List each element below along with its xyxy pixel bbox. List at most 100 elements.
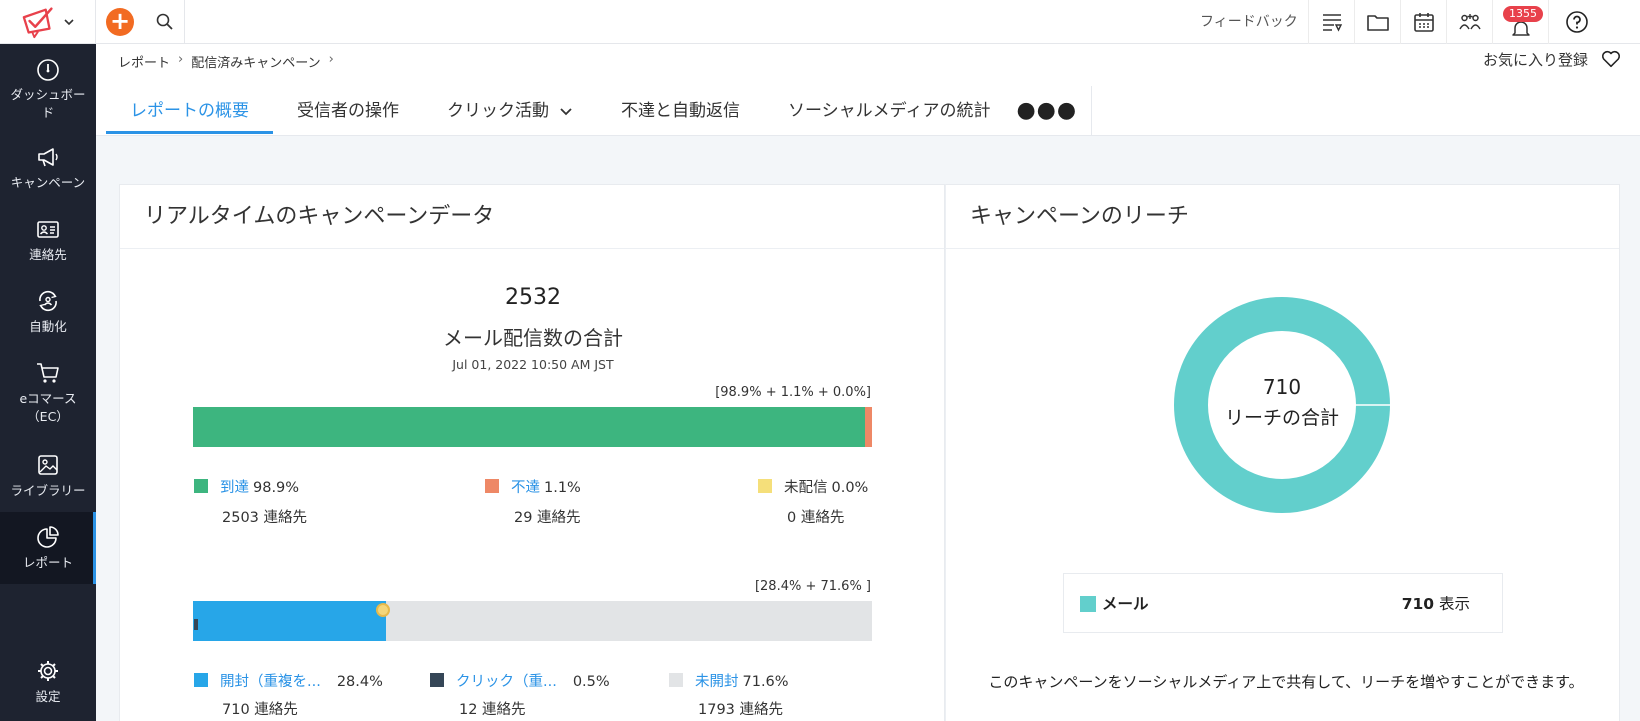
delivered-link[interactable]: 到達 bbox=[220, 480, 249, 496]
list-filter-icon bbox=[1322, 14, 1342, 32]
image-library-icon bbox=[38, 455, 58, 475]
legend-swatch bbox=[485, 479, 499, 493]
legend-opened: 開封（重複を... 28.4% bbox=[194, 670, 383, 691]
search-icon[interactable] bbox=[154, 11, 176, 33]
tab-click-activity[interactable]: クリック活動 bbox=[423, 86, 597, 136]
sidebar-item-label: ライブラリー bbox=[10, 483, 86, 498]
calendar-button[interactable] bbox=[1400, 0, 1446, 44]
breadcrumb-sent-campaigns[interactable]: 配信済みキャンペーン bbox=[191, 56, 321, 71]
opened-segment[interactable] bbox=[193, 601, 386, 641]
share-hint: このキャンペーンをソーシャルメディア上で共有して、リーチを増やすことができます。 bbox=[988, 673, 1584, 691]
bell-icon bbox=[1511, 21, 1530, 36]
bounced-segment[interactable] bbox=[864, 407, 872, 447]
campaign-reach-card: キャンペーンのリーチ 710 リーチの合計 メール 710 表示 このキャンペー… bbox=[945, 184, 1620, 721]
sidebar-item-library[interactable]: ライブラリー bbox=[0, 452, 96, 502]
sidebar-item-label: キャンペーン bbox=[10, 175, 86, 190]
tab-social-media-stats[interactable]: ソーシャルメディアの統計 bbox=[764, 86, 1002, 136]
favorite-button[interactable]: お気に入り登録 bbox=[1483, 48, 1622, 70]
sidebar-item-label: 設定 bbox=[35, 689, 61, 704]
sidebar-item-automation[interactable]: 自動化 bbox=[0, 288, 96, 338]
sidebar-item-campaigns[interactable]: キャンペーン bbox=[0, 144, 96, 194]
opened-link[interactable]: 開封（重複を... bbox=[220, 674, 321, 690]
opened-percent: 28.4% bbox=[336, 674, 383, 690]
sidebar-item-dashboard[interactable]: ダッシュボード bbox=[0, 56, 96, 126]
minus-circle-icon bbox=[375, 603, 390, 617]
open-bar bbox=[193, 601, 872, 641]
tab-report-overview[interactable]: レポートの概要 bbox=[106, 86, 273, 136]
chevron-down-icon bbox=[63, 18, 74, 25]
card-title: キャンペーンのリーチ bbox=[946, 185, 1619, 249]
more-tabs-button[interactable]: ●●● bbox=[1002, 86, 1093, 136]
delivered-contacts: 2503 連絡先 bbox=[222, 510, 308, 526]
sidebar-item-label: レポート bbox=[22, 555, 73, 570]
tab-label: ソーシャルメディアの統計 bbox=[788, 101, 991, 121]
reach-channel-name: メール bbox=[1102, 595, 1149, 613]
folder-icon bbox=[1366, 15, 1389, 31]
legend-unopened: 未開封 71.6% bbox=[669, 670, 789, 691]
unopened-segment[interactable] bbox=[385, 601, 872, 641]
reach-legend: メール 710 表示 bbox=[1063, 573, 1503, 633]
gauge-icon bbox=[37, 59, 59, 81]
clicked-link[interactable]: クリック（重... bbox=[456, 674, 557, 690]
legend-swatch bbox=[1080, 596, 1096, 612]
sidebar-item-contacts[interactable]: 連絡先 bbox=[0, 216, 96, 266]
bounced-percent: 1.1% bbox=[544, 480, 581, 496]
not-sent-percent: 0.0% bbox=[831, 480, 869, 496]
not-sent-label: 未配信 bbox=[784, 480, 828, 496]
heart-icon bbox=[1601, 50, 1621, 68]
reach-total-value: 710 bbox=[1262, 375, 1302, 399]
sidebar-item-ecommerce[interactable]: eコマース（EC） bbox=[0, 360, 96, 430]
help-icon bbox=[1565, 11, 1588, 33]
bounced-contacts: 29 連絡先 bbox=[514, 510, 581, 526]
sidebar-item-label: 連絡先 bbox=[29, 247, 67, 262]
report-tabs: レポートの概要 受信者の操作 クリック活動 不達と自動返信 ソーシャルメディアの… bbox=[106, 86, 1093, 136]
sidebar-item-label: 自動化 bbox=[29, 319, 67, 334]
notifications-button[interactable]: 1355 bbox=[1492, 0, 1548, 44]
tab-recipient-actions[interactable]: 受信者の操作 bbox=[273, 86, 423, 136]
unopened-contacts: 1793 連絡先 bbox=[698, 702, 784, 718]
total-sent-value: 2532 bbox=[505, 285, 561, 310]
calendar-icon bbox=[1413, 13, 1434, 32]
opened-contacts: 710 連絡先 bbox=[222, 702, 298, 718]
open-percent-note: [28.4% + 71.6% ] bbox=[754, 579, 871, 594]
tab-label: クリック活動 bbox=[447, 101, 549, 121]
report-date: Jul 01, 2022 10:50 AM JST bbox=[452, 357, 614, 372]
list-filter-button[interactable] bbox=[1308, 0, 1354, 44]
chevron-right-icon: › bbox=[328, 52, 334, 67]
reach-donut-chart[interactable] bbox=[1174, 297, 1390, 513]
reach-value-unit: 表示 bbox=[1438, 595, 1470, 613]
delivery-bar bbox=[193, 407, 872, 447]
realtime-campaign-card: リアルタイムのキャンペーンデータ 2532 メール配信数の合計 Jul 01, … bbox=[119, 184, 945, 721]
divider bbox=[184, 0, 185, 44]
unopened-link[interactable]: 未開封 bbox=[695, 674, 739, 690]
contact-card-icon bbox=[37, 221, 59, 238]
delivered-segment[interactable] bbox=[193, 407, 865, 447]
legend-swatch bbox=[669, 673, 683, 687]
favorite-label: お気に入り登録 bbox=[1482, 50, 1588, 69]
users-button[interactable] bbox=[1446, 0, 1492, 44]
sidebar: ダッシュボード キャンペーン 連絡先 自動化 eコマース（EC） ライブラリー … bbox=[0, 0, 96, 721]
folder-button[interactable] bbox=[1354, 0, 1400, 44]
sidebar-item-settings[interactable]: 設定 bbox=[0, 658, 96, 708]
help-button[interactable] bbox=[1548, 0, 1604, 44]
notification-badge: 1355 bbox=[1503, 6, 1543, 22]
sidebar-item-label: eコマース（EC） bbox=[19, 391, 77, 424]
megaphone-icon bbox=[38, 148, 58, 167]
bounced-link[interactable]: 不達 bbox=[511, 480, 540, 496]
legend-clicked: クリック（重... 0.5% bbox=[430, 670, 610, 691]
add-icon[interactable]: + bbox=[106, 8, 134, 36]
sidebar-item-reports[interactable]: レポート bbox=[0, 512, 96, 584]
clicked-percent: 0.5% bbox=[572, 674, 610, 690]
clicked-segment[interactable] bbox=[194, 619, 198, 630]
breadcrumb-reports[interactable]: レポート bbox=[118, 56, 171, 71]
sidebar-item-label: ダッシュボード bbox=[10, 87, 86, 120]
tab-bounces-autoreplies[interactable]: 不達と自動返信 bbox=[597, 86, 764, 136]
reach-channel-value: 710 表示 bbox=[1402, 592, 1470, 614]
app-logo[interactable] bbox=[0, 0, 96, 44]
legend-swatch bbox=[430, 673, 444, 687]
feedback-link[interactable]: フィードバック bbox=[1200, 14, 1298, 30]
top-bar: + フィードバック 1355 bbox=[96, 0, 1640, 44]
cart-icon bbox=[37, 363, 59, 383]
not-sent-contacts: 0 連絡先 bbox=[787, 510, 845, 526]
legend-swatch bbox=[194, 673, 208, 687]
